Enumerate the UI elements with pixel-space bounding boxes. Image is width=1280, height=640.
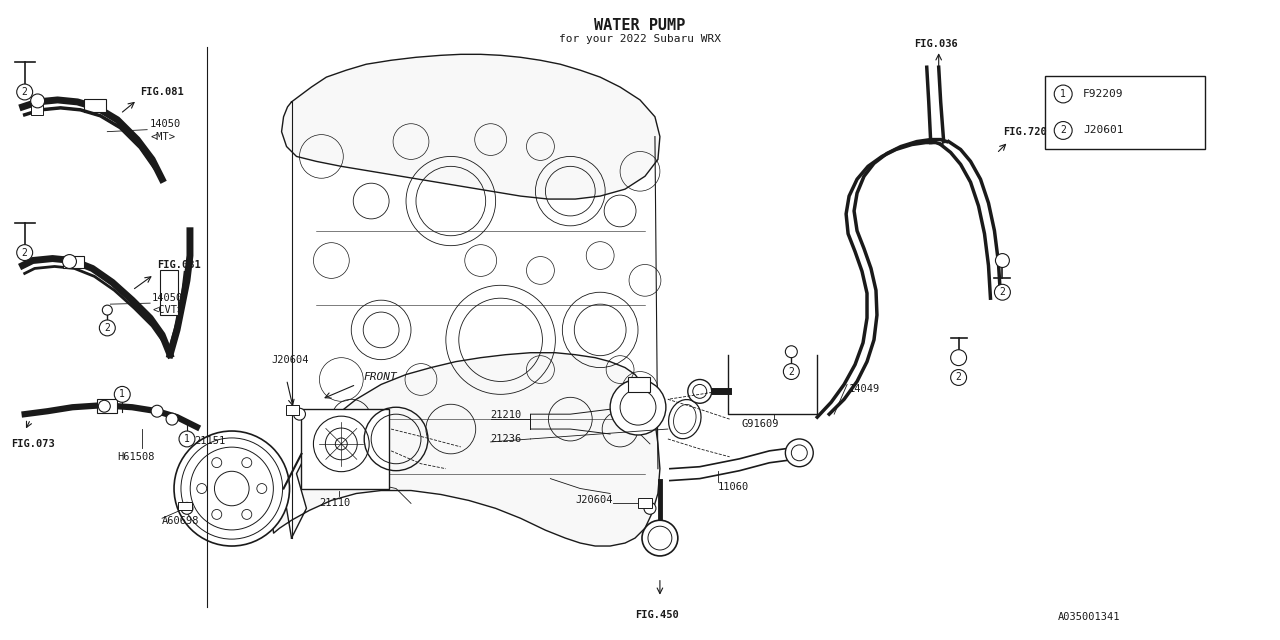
Text: for your 2022 Subaru WRX: for your 2022 Subaru WRX [559, 35, 721, 45]
Text: 1: 1 [1060, 89, 1066, 99]
FancyBboxPatch shape [97, 399, 118, 413]
Text: 2: 2 [1000, 287, 1005, 297]
Text: WATER PUMP: WATER PUMP [594, 18, 686, 33]
Circle shape [114, 387, 131, 403]
Circle shape [786, 439, 813, 467]
Polygon shape [271, 353, 660, 546]
Circle shape [100, 320, 115, 336]
Circle shape [293, 408, 306, 420]
Text: 1: 1 [184, 434, 189, 444]
Text: J20601: J20601 [1083, 125, 1124, 136]
Text: FIG.081: FIG.081 [141, 87, 184, 97]
FancyBboxPatch shape [160, 271, 178, 315]
Circle shape [995, 284, 1010, 300]
Circle shape [611, 380, 666, 435]
Text: 2: 2 [956, 372, 961, 383]
Text: 21151: 21151 [195, 436, 225, 446]
Text: 14049: 14049 [849, 385, 881, 394]
Polygon shape [282, 54, 660, 199]
Circle shape [1055, 85, 1073, 103]
Text: 2: 2 [22, 87, 28, 97]
Text: FIG.036: FIG.036 [914, 40, 957, 49]
Circle shape [951, 349, 966, 365]
Text: <MT>: <MT> [150, 132, 175, 141]
FancyBboxPatch shape [1046, 76, 1204, 148]
Circle shape [17, 84, 33, 100]
Text: 21236: 21236 [490, 434, 522, 444]
FancyBboxPatch shape [628, 378, 650, 392]
Text: J20604: J20604 [271, 355, 308, 365]
Circle shape [996, 253, 1010, 268]
Text: H61508: H61508 [118, 452, 155, 462]
Circle shape [180, 502, 193, 515]
Text: FIG.073: FIG.073 [10, 439, 55, 449]
Text: 21210: 21210 [490, 410, 522, 420]
FancyBboxPatch shape [84, 99, 106, 112]
Text: 2: 2 [1060, 125, 1066, 136]
Text: FRONT: FRONT [364, 372, 397, 383]
Circle shape [102, 305, 113, 315]
Circle shape [643, 520, 678, 556]
Circle shape [63, 255, 77, 268]
Circle shape [644, 502, 655, 515]
Circle shape [99, 400, 110, 412]
Text: 14050: 14050 [150, 118, 182, 129]
Circle shape [951, 369, 966, 385]
Circle shape [174, 431, 289, 546]
Circle shape [31, 94, 45, 108]
FancyBboxPatch shape [63, 255, 84, 268]
Text: FIG.081: FIG.081 [157, 260, 201, 271]
Text: 2: 2 [788, 367, 795, 376]
Circle shape [151, 405, 163, 417]
Text: <CVT>: <CVT> [152, 305, 183, 315]
Text: J20604: J20604 [575, 495, 613, 506]
Text: FIG.450: FIG.450 [635, 611, 678, 620]
Circle shape [179, 431, 195, 447]
FancyBboxPatch shape [178, 502, 192, 510]
Circle shape [17, 244, 33, 260]
Text: A035001341: A035001341 [1059, 612, 1121, 622]
Text: 1: 1 [119, 389, 125, 399]
Circle shape [783, 364, 799, 380]
Text: 2: 2 [105, 323, 110, 333]
Text: G91609: G91609 [741, 419, 780, 429]
Text: FIG.720: FIG.720 [1004, 127, 1047, 137]
Circle shape [786, 346, 797, 358]
FancyBboxPatch shape [31, 97, 42, 115]
Circle shape [1055, 122, 1073, 140]
Text: 21110: 21110 [320, 499, 351, 508]
FancyBboxPatch shape [637, 499, 652, 508]
Text: 14050: 14050 [152, 293, 183, 303]
Text: F92209: F92209 [1083, 89, 1124, 99]
FancyBboxPatch shape [302, 409, 389, 488]
Circle shape [687, 380, 712, 403]
Circle shape [166, 413, 178, 425]
FancyBboxPatch shape [285, 405, 300, 415]
Text: A60698: A60698 [163, 516, 200, 526]
Text: 11060: 11060 [718, 481, 749, 492]
Text: 2: 2 [22, 248, 28, 257]
